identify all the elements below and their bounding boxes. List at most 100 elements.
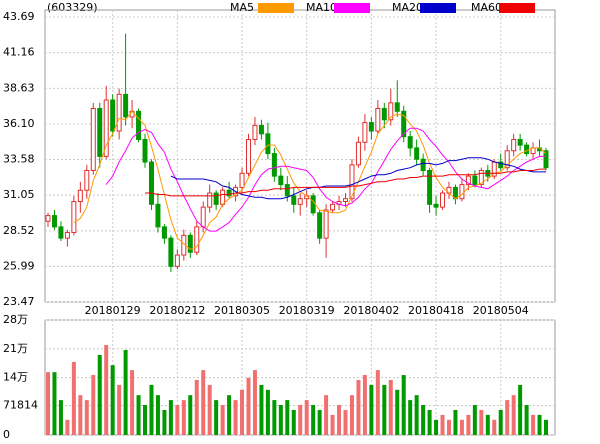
candle-body: [349, 164, 355, 200]
legend-label: MA5: [230, 1, 254, 14]
volume-bar: [104, 345, 109, 435]
y-tick-label: 38.63: [3, 81, 35, 94]
candle-body: [155, 203, 161, 228]
x-tick-label: 20180504: [473, 304, 529, 317]
price-pane: [44, 9, 556, 303]
candle-body: [414, 147, 420, 160]
volume-bar: [130, 370, 135, 435]
candle-body: [77, 189, 83, 203]
volume-bar: [401, 375, 406, 435]
volume-bar: [252, 370, 257, 435]
legend-label: MA10: [306, 1, 337, 14]
volume-bar: [246, 377, 251, 435]
volume-bar: [337, 405, 342, 435]
y-tick-label: 31.05: [3, 188, 35, 201]
volume-bar: [343, 409, 348, 435]
candle-body: [317, 212, 323, 239]
legend-swatch: [499, 3, 535, 13]
volume-bar: [168, 400, 173, 435]
candle-body: [433, 203, 439, 208]
volume-bar: [78, 395, 83, 435]
x-tick-label: 20180212: [149, 304, 205, 317]
ma-line: [73, 110, 547, 250]
candle-body: [174, 254, 180, 267]
volume-bar: [544, 419, 548, 435]
candle-body: [465, 175, 471, 186]
y-tick-label: 28.52: [3, 224, 35, 237]
y-tick-label: 41.16: [3, 46, 35, 59]
volume-bar: [505, 400, 510, 435]
ma-line: [170, 157, 546, 200]
volume-bar: [395, 389, 400, 435]
volume-bar: [362, 375, 367, 435]
legend-label: MA20: [392, 1, 423, 14]
candle-body: [543, 150, 549, 169]
legend-swatch: [334, 3, 370, 13]
y-tick-label: 43.69: [3, 10, 35, 23]
candle-body: [401, 110, 407, 138]
volume-bar: [227, 395, 232, 435]
y-tick-label: 0: [3, 428, 10, 440]
ma-line: [105, 127, 546, 232]
volume-bar: [123, 349, 128, 435]
candle-body: [226, 189, 232, 197]
volume-bar: [485, 414, 490, 435]
y-tick-label: 23.47: [3, 295, 35, 308]
candle-body: [51, 215, 57, 228]
volume-bar: [285, 400, 290, 435]
volume-bar: [162, 409, 167, 435]
volume-bar: [349, 395, 354, 435]
volume-bar: [240, 389, 245, 435]
y-tick-label: 25.99: [3, 259, 35, 272]
candle-body: [213, 192, 219, 205]
volume-bar: [181, 400, 186, 435]
candle-body: [71, 201, 77, 234]
x-tick-label: 20180305: [214, 304, 270, 317]
y-tick-label: 14万: [3, 371, 28, 384]
candle-body: [148, 161, 154, 205]
volume-bar: [537, 414, 542, 435]
candle-body: [161, 226, 167, 239]
volume-bar: [492, 419, 497, 435]
volume-bar: [143, 405, 148, 435]
candle-body: [168, 237, 174, 267]
volume-bar: [524, 405, 529, 435]
x-tick-label: 20180129: [85, 304, 141, 317]
volume-bar: [531, 414, 536, 435]
volume-bar: [291, 409, 296, 435]
candle-body: [368, 122, 374, 132]
candle-body: [511, 138, 517, 152]
volume-bar: [207, 384, 212, 435]
volume-bar: [408, 400, 413, 435]
y-tick-label: 33.58: [3, 153, 35, 166]
candle-body: [478, 169, 484, 186]
candle-body: [388, 102, 394, 121]
volume-bar: [46, 372, 50, 435]
candle-body: [271, 153, 277, 177]
y-tick-label: 36.10: [3, 117, 35, 130]
candle-body: [207, 192, 213, 208]
volume-bar: [421, 405, 426, 435]
volume-bar: [369, 384, 374, 435]
volume-bar: [201, 370, 206, 435]
volume-bar: [427, 409, 432, 435]
candle-body: [136, 110, 142, 140]
candle-body: [265, 133, 271, 155]
candle-body: [524, 144, 530, 155]
ma-line: [145, 168, 546, 197]
volume-bar: [110, 365, 115, 435]
candle-body: [90, 107, 96, 171]
volume-bar: [453, 409, 458, 435]
volume-bar: [317, 409, 322, 435]
volume-bar: [511, 395, 516, 435]
candle-body: [427, 169, 433, 205]
legend-swatch: [420, 3, 456, 13]
candle-body: [103, 99, 109, 157]
candle-body: [420, 158, 426, 171]
candle-body: [310, 195, 316, 214]
candle-body: [200, 206, 206, 228]
candle-body: [343, 198, 349, 203]
volume-bar: [71, 361, 76, 435]
candle-body: [110, 99, 116, 132]
volume-bar: [446, 419, 451, 435]
